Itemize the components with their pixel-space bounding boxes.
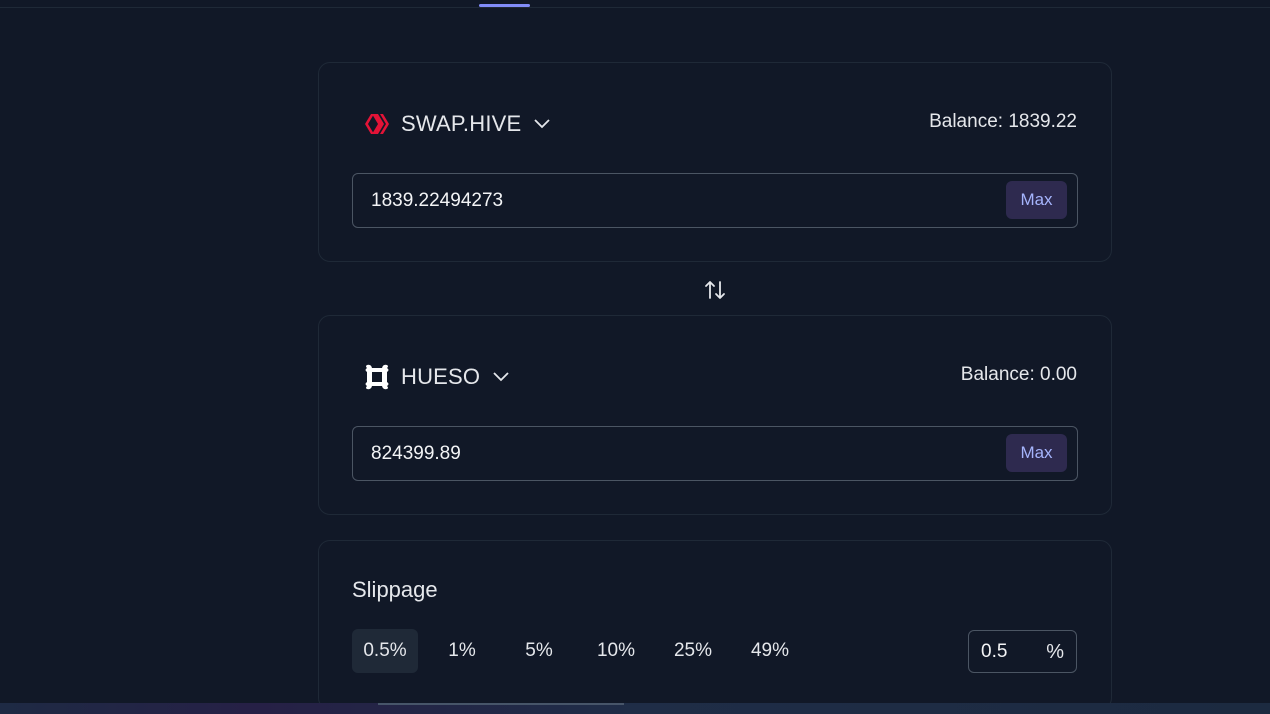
taskbar-highlight bbox=[378, 703, 624, 705]
percent-unit: % bbox=[1046, 641, 1064, 663]
from-amount-input[interactable] bbox=[371, 174, 971, 227]
swap-arrows-icon[interactable] bbox=[702, 277, 728, 303]
to-amount-field: Max bbox=[352, 426, 1078, 481]
slippage-option-1[interactable]: 1% bbox=[448, 640, 476, 661]
chevron-down-icon bbox=[492, 368, 510, 386]
chevron-down-icon bbox=[533, 115, 551, 133]
to-max-button[interactable]: Max bbox=[1006, 434, 1067, 472]
to-token-symbol: HUESO bbox=[401, 364, 481, 389]
hueso-bone-icon bbox=[363, 363, 391, 391]
to-token-selector[interactable]: HUESO bbox=[363, 360, 510, 394]
to-token-card: HUESO Balance: 0.00 Max bbox=[318, 315, 1112, 515]
from-amount-field: Max bbox=[352, 173, 1078, 228]
taskbar-edge bbox=[0, 703, 1270, 714]
from-token-symbol: SWAP.HIVE bbox=[401, 111, 522, 136]
slippage-card: Slippage 0.5% 1% 5% 10% 25% 49% % bbox=[318, 540, 1112, 710]
to-amount-input[interactable] bbox=[371, 427, 971, 480]
from-token-selector[interactable]: SWAP.HIVE bbox=[363, 107, 551, 141]
from-balance: Balance: 1839.22 bbox=[929, 111, 1077, 132]
hive-logo-icon bbox=[363, 110, 391, 138]
slippage-option-49[interactable]: 49% bbox=[750, 640, 790, 661]
nav-divider bbox=[0, 7, 1270, 8]
slippage-options: 0.5% 1% 5% 10% 25% 49% bbox=[352, 629, 814, 673]
slippage-title: Slippage bbox=[352, 577, 438, 602]
from-max-button[interactable]: Max bbox=[1006, 181, 1067, 219]
slippage-option-10[interactable]: 10% bbox=[596, 640, 636, 661]
custom-slippage-input[interactable] bbox=[981, 631, 1041, 672]
to-balance: Balance: 0.00 bbox=[960, 364, 1077, 385]
custom-slippage-field: % bbox=[968, 630, 1077, 673]
from-token-card: SWAP.HIVE Balance: 1839.22 Max bbox=[318, 62, 1112, 262]
slippage-option-0-5[interactable]: 0.5% bbox=[352, 629, 418, 673]
active-tab-indicator bbox=[479, 4, 530, 7]
slippage-option-5[interactable]: 5% bbox=[525, 640, 553, 661]
slippage-option-25[interactable]: 25% bbox=[673, 640, 713, 661]
